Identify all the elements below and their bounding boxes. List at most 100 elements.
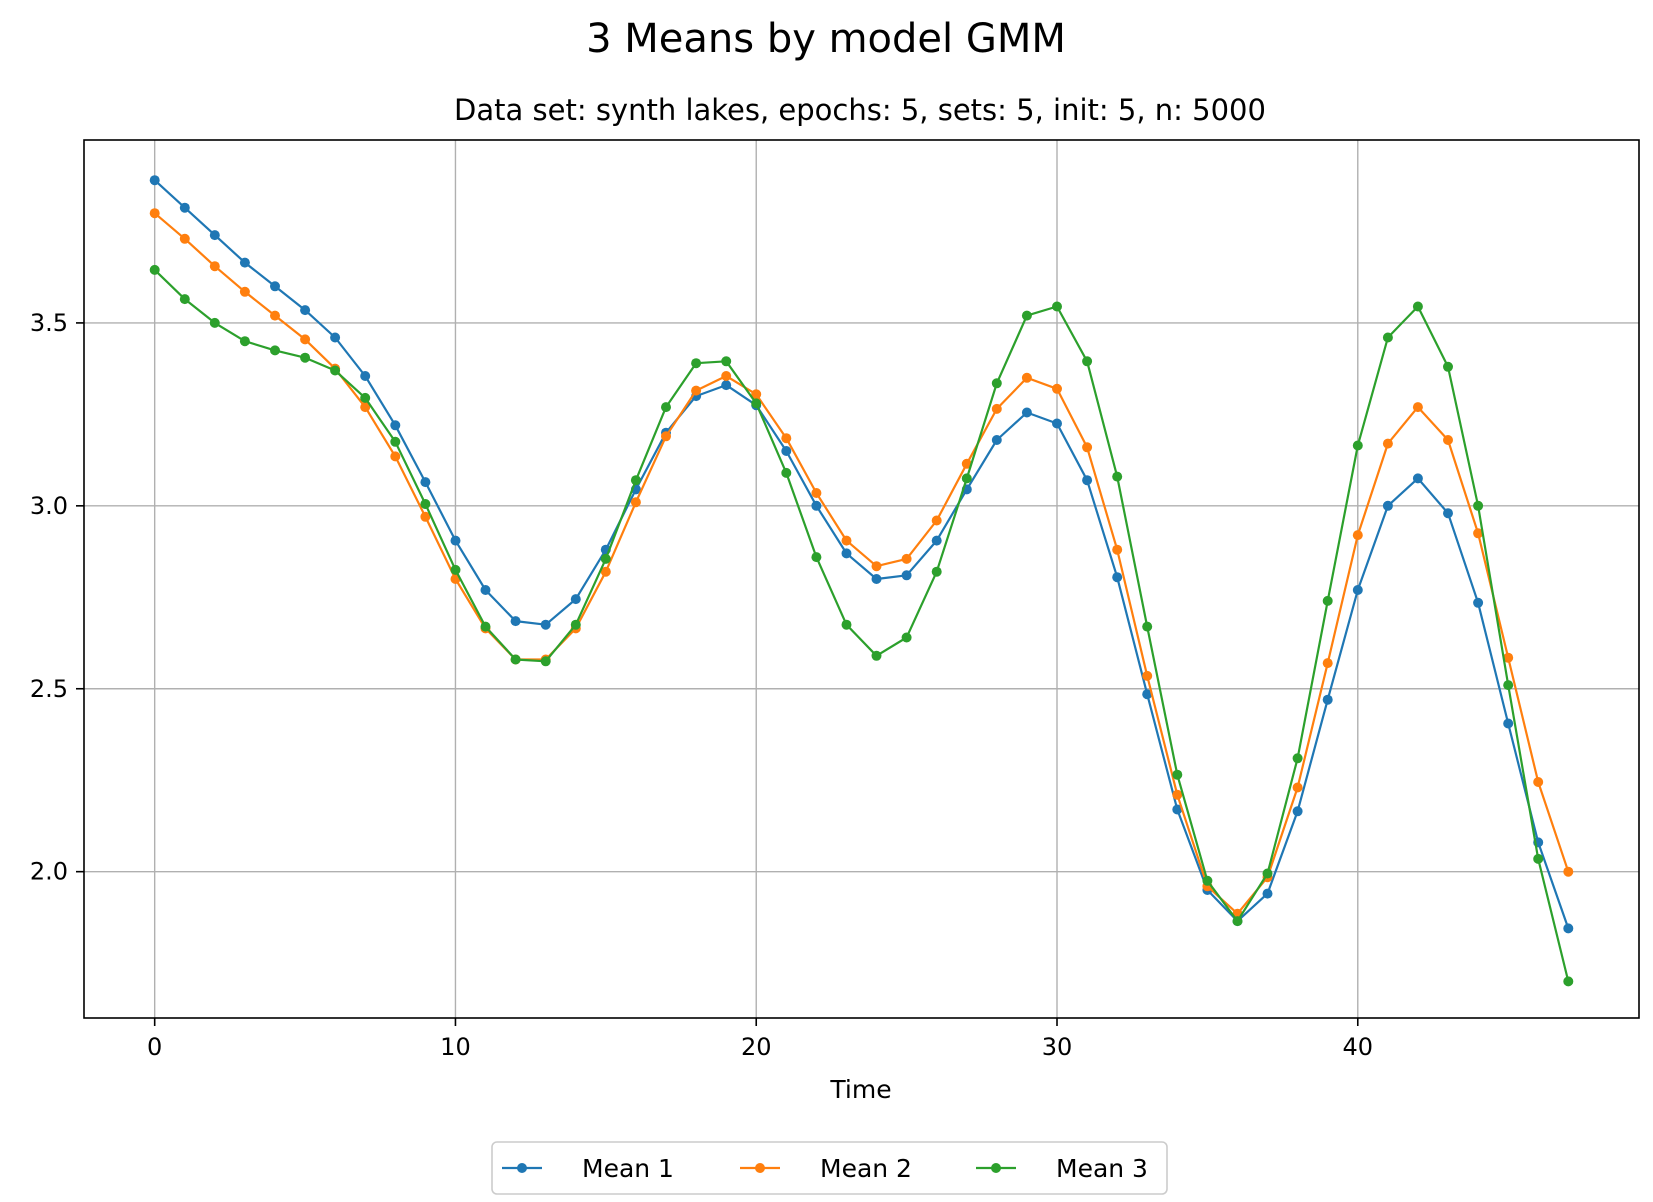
data-point bbox=[209, 317, 220, 328]
data-point bbox=[691, 358, 702, 369]
data-point bbox=[1082, 475, 1093, 486]
data-point bbox=[1533, 777, 1544, 787]
data-point bbox=[1412, 473, 1423, 484]
data-point bbox=[1172, 804, 1183, 815]
data-point bbox=[871, 574, 882, 584]
data-point bbox=[390, 420, 401, 431]
data-point bbox=[1021, 407, 1032, 418]
data-point bbox=[781, 467, 792, 478]
data-point bbox=[991, 403, 1002, 414]
data-point bbox=[1503, 718, 1514, 729]
data-point bbox=[1172, 789, 1183, 800]
data-point bbox=[149, 175, 160, 186]
data-point bbox=[781, 433, 792, 444]
data-point bbox=[1352, 440, 1363, 451]
data-point bbox=[1082, 442, 1093, 453]
data-point bbox=[1473, 500, 1484, 511]
data-point bbox=[721, 380, 732, 391]
axis-ticks: 0 10 20 30 40 2.0 2.5 3.0 3.5 bbox=[30, 309, 1373, 1061]
data-point bbox=[751, 389, 762, 400]
data-point bbox=[931, 535, 942, 546]
data-point bbox=[510, 654, 521, 665]
legend-frame bbox=[491, 1141, 1168, 1195]
data-point bbox=[570, 594, 581, 605]
chart-subtitle: Data set: synth lakes, epochs: 5, sets: … bbox=[454, 93, 1266, 127]
data-point bbox=[480, 585, 491, 595]
data-point bbox=[1112, 471, 1123, 482]
data-point bbox=[149, 264, 160, 275]
series-line bbox=[153, 179, 1570, 929]
data-point bbox=[630, 475, 641, 486]
data-point bbox=[179, 233, 190, 244]
data-point bbox=[360, 371, 371, 381]
data-point bbox=[991, 378, 1002, 389]
data-point bbox=[270, 310, 280, 321]
legend-entry: Mean 1 bbox=[502, 1154, 674, 1183]
data-point bbox=[1382, 438, 1393, 449]
data-point bbox=[1112, 544, 1123, 555]
legend-entry: Mean 2 bbox=[740, 1154, 912, 1183]
data-point bbox=[1352, 585, 1363, 595]
data-point bbox=[1142, 689, 1153, 700]
legend-marker bbox=[991, 1163, 1001, 1173]
data-point bbox=[330, 365, 341, 376]
data-point bbox=[811, 552, 822, 563]
data-point bbox=[1412, 402, 1423, 413]
data-point bbox=[1412, 301, 1423, 312]
data-point bbox=[420, 511, 431, 522]
data-point bbox=[450, 535, 461, 546]
data-point bbox=[931, 515, 942, 526]
data-point bbox=[239, 257, 250, 268]
data-point bbox=[450, 564, 461, 575]
data-point bbox=[1503, 652, 1514, 663]
data-point bbox=[300, 334, 311, 345]
data-point bbox=[149, 208, 160, 219]
data-point bbox=[179, 202, 190, 213]
data-point bbox=[751, 398, 762, 409]
legend: Mean 1 Mean 2 Mean 3 bbox=[491, 1141, 1168, 1195]
data-point bbox=[330, 332, 341, 343]
series-mean-2 bbox=[149, 208, 1574, 919]
data-point bbox=[1443, 435, 1453, 445]
data-point bbox=[300, 305, 311, 316]
data-point bbox=[1322, 595, 1333, 606]
data-point bbox=[931, 566, 942, 577]
x-tick-label: 40 bbox=[1343, 1033, 1374, 1061]
data-point bbox=[209, 230, 220, 241]
data-point bbox=[841, 548, 852, 559]
data-point bbox=[1443, 508, 1453, 519]
data-point bbox=[691, 385, 702, 396]
data-point bbox=[781, 446, 792, 456]
legend-label: Mean 1 bbox=[582, 1154, 674, 1183]
data-point bbox=[811, 488, 822, 498]
data-point bbox=[1112, 572, 1123, 583]
data-point bbox=[1262, 888, 1273, 899]
data-point bbox=[811, 500, 822, 511]
legend-marker bbox=[755, 1163, 765, 1173]
data-point bbox=[390, 451, 401, 462]
data-point bbox=[1473, 597, 1484, 608]
data-point bbox=[420, 477, 431, 488]
y-tick-label: 2.5 bbox=[30, 675, 68, 703]
data-point bbox=[480, 621, 491, 632]
data-point bbox=[721, 356, 732, 367]
data-point bbox=[1352, 530, 1363, 541]
data-point bbox=[1292, 782, 1303, 793]
data-point bbox=[209, 261, 220, 272]
data-point bbox=[871, 561, 882, 572]
legend-marker bbox=[517, 1163, 527, 1173]
series-line bbox=[153, 212, 1570, 915]
data-point bbox=[901, 632, 912, 643]
data-point bbox=[871, 650, 882, 661]
data-point bbox=[1172, 769, 1183, 780]
data-point bbox=[1021, 310, 1032, 321]
data-point bbox=[1232, 916, 1243, 927]
legend-entry: Mean 3 bbox=[976, 1154, 1148, 1183]
data-point bbox=[420, 499, 431, 509]
data-point bbox=[1563, 976, 1574, 987]
series-mean-1 bbox=[149, 175, 1574, 934]
data-point bbox=[841, 619, 852, 630]
data-point bbox=[179, 294, 190, 305]
data-point bbox=[1292, 753, 1303, 764]
data-point bbox=[1503, 680, 1514, 691]
